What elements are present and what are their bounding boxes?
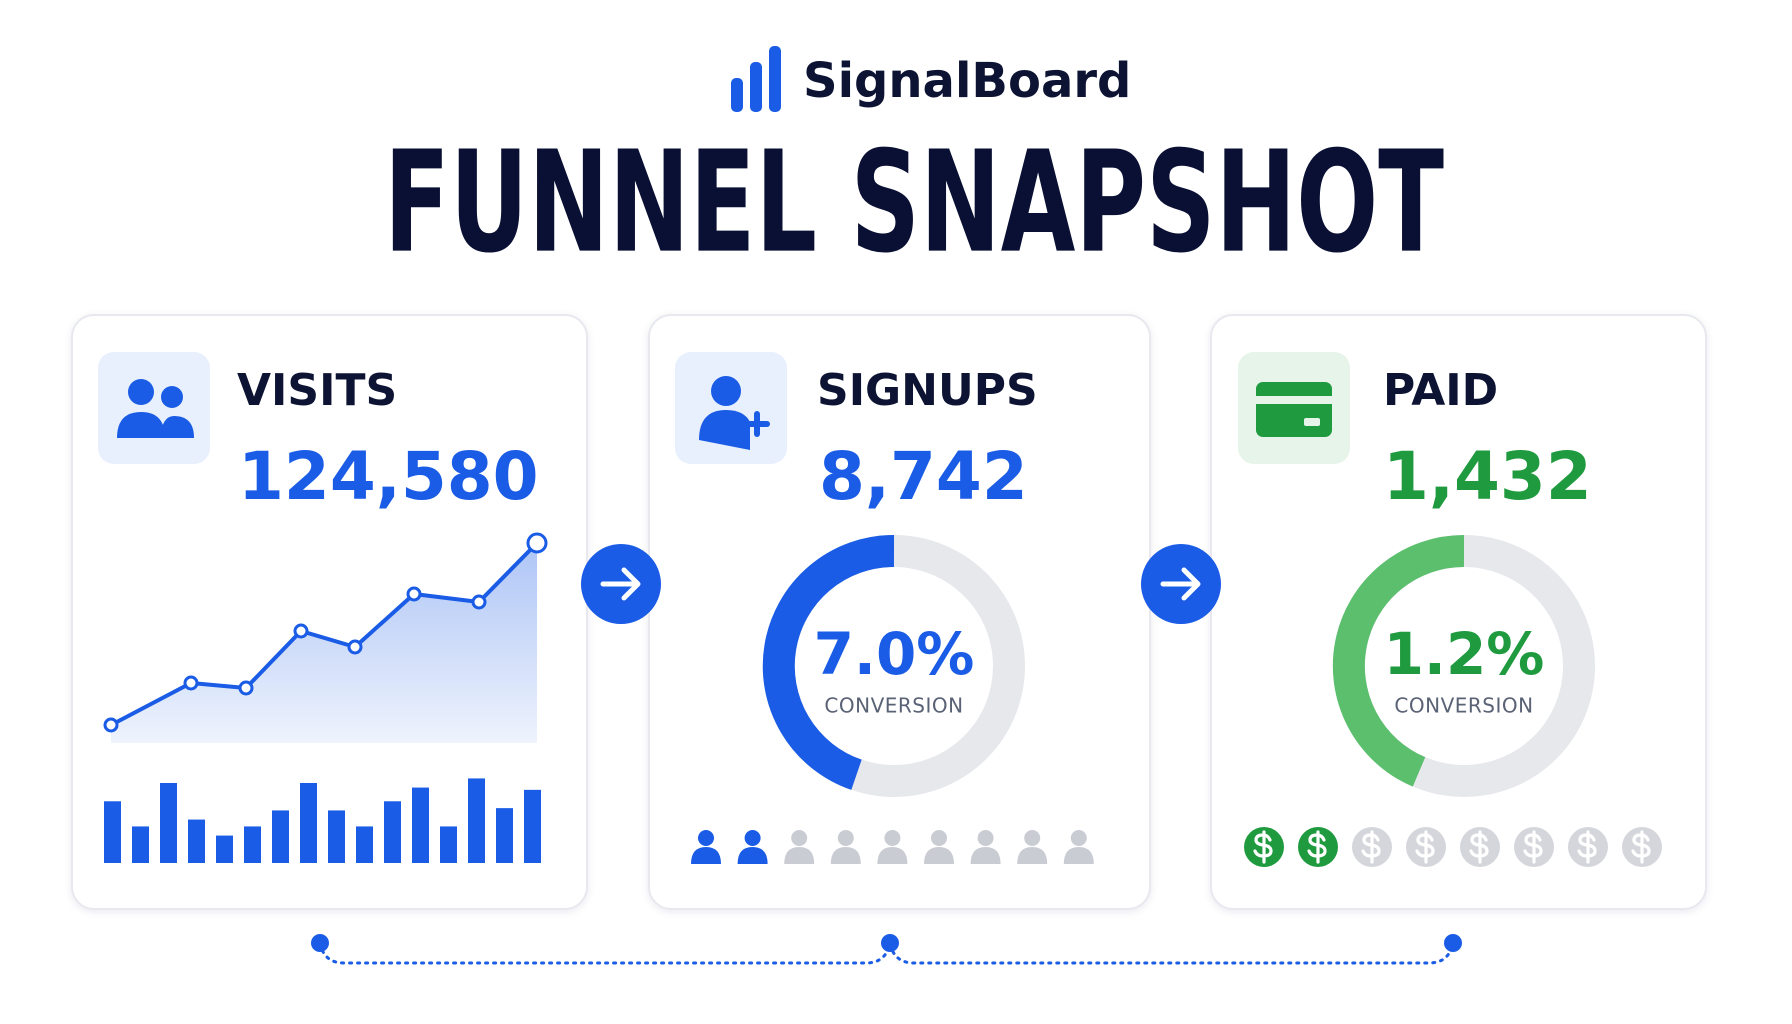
person-body	[737, 847, 768, 864]
bar	[272, 810, 289, 863]
person-body	[970, 847, 1001, 864]
card	[71, 314, 588, 910]
bar	[160, 782, 177, 863]
card-icon	[1256, 382, 1332, 437]
dollar-sign	[1577, 830, 1597, 864]
person-icon	[737, 830, 768, 864]
card-value: 124,580	[238, 438, 539, 515]
trend-point	[183, 675, 199, 691]
person-head	[931, 830, 947, 846]
bar	[188, 819, 205, 863]
bar	[328, 810, 345, 863]
person-head	[837, 830, 854, 846]
bar	[300, 782, 317, 863]
person-body	[924, 847, 954, 864]
bar	[356, 826, 373, 863]
bar	[524, 789, 541, 863]
person-icon	[970, 830, 1001, 864]
card-value: 1,432	[1383, 438, 1592, 515]
person-head	[884, 830, 901, 846]
person-body	[1017, 847, 1048, 864]
icon-box	[98, 352, 210, 464]
arrow-button	[581, 544, 661, 624]
trend-point	[103, 717, 119, 733]
brand: SignalBoard	[803, 53, 1131, 109]
card-label: PAID	[1383, 365, 1498, 416]
bar	[440, 826, 457, 863]
person-head	[744, 830, 761, 846]
bar	[132, 826, 149, 863]
person-head	[791, 830, 808, 846]
dollar-sign	[1307, 830, 1327, 864]
trend-point	[293, 623, 309, 639]
dollar-icon	[1460, 827, 1500, 867]
donut-arc	[1332, 534, 1465, 787]
dollar-icon	[1298, 827, 1338, 867]
dollar-icon	[1568, 827, 1608, 867]
trend-point	[406, 586, 422, 602]
donut-arc	[762, 534, 895, 790]
bar	[496, 808, 513, 863]
person-head	[1024, 830, 1041, 846]
users-icon	[117, 379, 194, 438]
dollar-icon	[1622, 827, 1662, 867]
bar	[468, 778, 485, 863]
logo-icon	[731, 46, 781, 112]
person-body	[1063, 847, 1094, 864]
card-value: 8,742	[819, 438, 1028, 515]
dollar-icon	[1514, 827, 1554, 867]
trend-point	[347, 639, 363, 655]
person-icon	[924, 830, 954, 864]
person-icon	[830, 830, 861, 864]
connector	[311, 934, 1462, 965]
person-head	[698, 830, 714, 846]
person-head	[1070, 830, 1087, 846]
person-body	[877, 847, 908, 864]
card-label: VISITS	[237, 365, 397, 416]
person-icon	[784, 830, 815, 864]
dollar-sign	[1523, 830, 1543, 864]
user-add-icon	[699, 376, 770, 450]
dollar-sign	[1415, 830, 1435, 864]
dollar-sign	[1253, 830, 1273, 864]
bar	[412, 787, 429, 863]
icon-box	[675, 352, 787, 464]
conversion-label: CONVERSION	[1394, 694, 1533, 718]
bar	[384, 801, 401, 863]
dollar-icon	[1352, 827, 1392, 867]
arrow-button	[1141, 544, 1221, 624]
conversion-label: CONVERSION	[824, 694, 963, 718]
person-icon	[691, 830, 721, 864]
dollar-sign	[1361, 830, 1381, 864]
dollar-sign	[1631, 830, 1651, 864]
person-body	[784, 847, 815, 864]
bar	[244, 826, 261, 863]
trend-point	[471, 594, 487, 610]
person-icon	[1063, 830, 1094, 864]
trend-point	[238, 680, 254, 696]
trend-area	[111, 543, 537, 743]
conversion-rate: 1.2%	[1384, 620, 1545, 688]
trend-point	[526, 532, 548, 554]
dollar-sign	[1469, 830, 1489, 864]
dollar-icon	[1244, 827, 1284, 867]
person-icon	[1017, 830, 1048, 864]
person-body	[691, 847, 721, 864]
card-label: SIGNUPS	[817, 365, 1038, 416]
person-head	[977, 830, 994, 846]
bar	[104, 801, 121, 863]
conversion-rate: 7.0%	[814, 620, 975, 688]
person-body	[830, 847, 861, 864]
title: FUNNEL SNAPSHOT	[384, 122, 1444, 285]
trend-line	[110, 541, 539, 727]
bar	[216, 835, 233, 863]
person-icon	[877, 830, 908, 864]
dollar-icon	[1406, 827, 1446, 867]
